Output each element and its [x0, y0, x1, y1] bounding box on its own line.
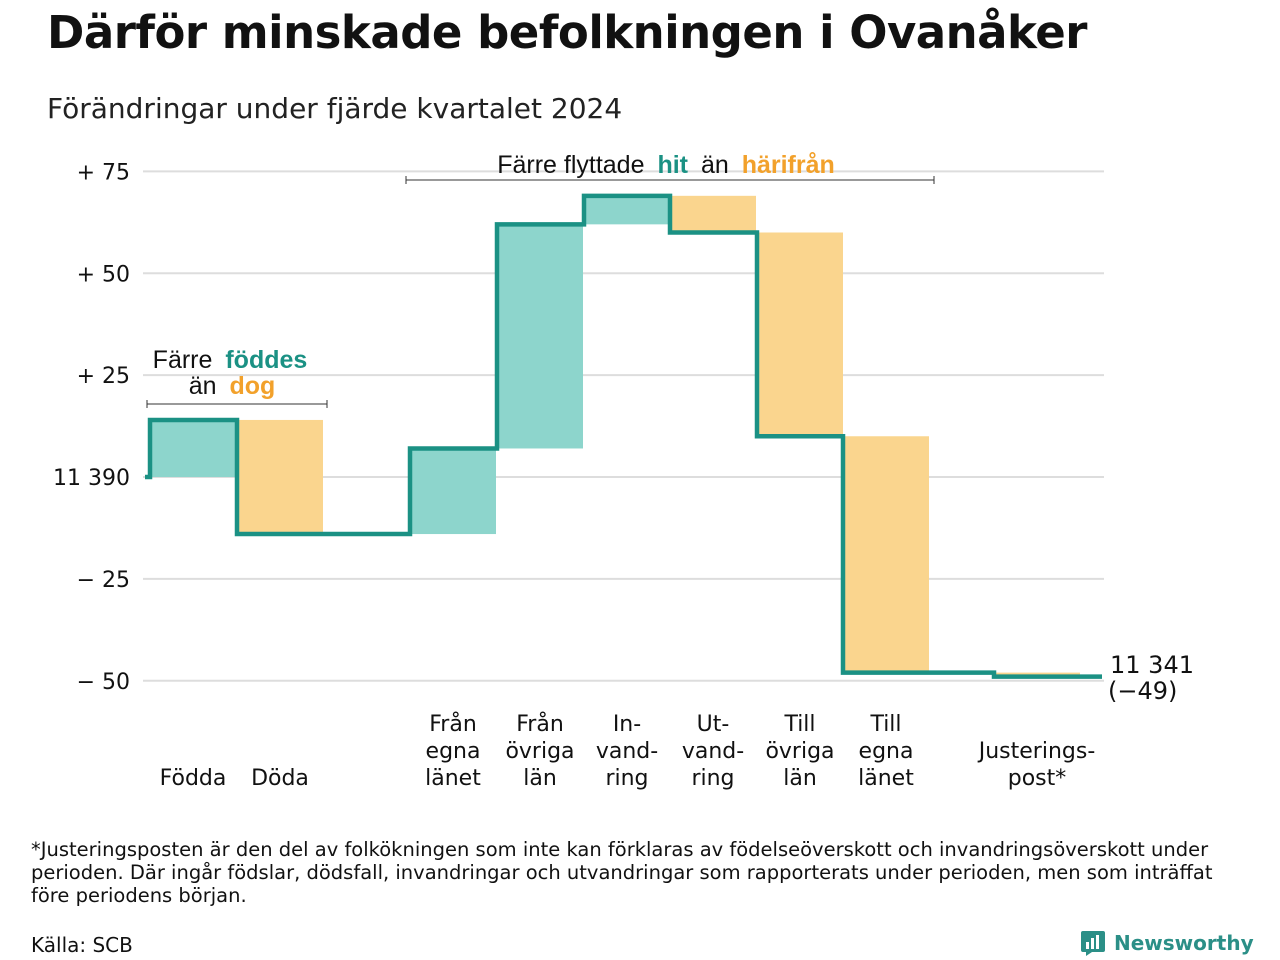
chart-title: Därför minskade befolkningen i Ovanåker — [47, 6, 1087, 59]
births-deaths-highlight: föddes — [225, 346, 307, 374]
waterfall-bar — [670, 195, 756, 233]
newsworthy-logo: Newsworthy — [1080, 928, 1254, 958]
waterfall-bar — [410, 448, 496, 535]
migration-highlight-harifran: härifrån — [742, 151, 835, 179]
grid-lines — [143, 170, 1104, 682]
category-label: Till egna länet — [858, 712, 914, 791]
waterfall-bar — [150, 419, 236, 477]
end-change-label: (−49) — [1108, 677, 1177, 705]
migration-annotation: Färre flyttade hit än härifrån — [497, 151, 835, 179]
waterfall-bar — [237, 419, 323, 535]
running-total-line — [145, 193, 1102, 679]
waterfall-bar — [757, 232, 843, 437]
end-value-label: 11 341 — [1110, 651, 1194, 679]
waterfall-bars — [150, 195, 1080, 677]
annotations: Färre föddes än dog Färre flyttade hit ä… — [146, 151, 1194, 705]
y-tick-label: + 75 — [77, 160, 130, 185]
births-deaths-annotation-line2: än dog — [189, 372, 276, 400]
y-tick-label: − 25 — [77, 568, 130, 593]
births-deaths-line2-highlight: dog — [229, 372, 275, 400]
chart-subtitle: Förändringar under fjärde kvartalet 2024 — [47, 92, 623, 125]
category-label: Ut-vand-ring — [682, 712, 744, 791]
births-deaths-prefix: Färre — [153, 346, 213, 374]
category-label: Justerings-post* — [977, 739, 1096, 791]
waterfall-bar — [843, 436, 929, 673]
migration-highlight-hit: hit — [657, 151, 688, 179]
category-label: Från övriga län — [505, 711, 574, 791]
category-label: Från egna länet — [425, 711, 481, 791]
y-tick-label: + 25 — [77, 364, 130, 389]
y-tick-label: − 50 — [77, 670, 130, 695]
waterfall-bar — [584, 195, 670, 225]
category-labels: Födda Döda Från egna länet Från övriga län In-va… — [160, 711, 1096, 791]
category-label: Födda — [160, 766, 227, 791]
y-tick-label: + 50 — [77, 262, 130, 287]
y-tick-label: 11 390 — [53, 466, 130, 491]
source-label: Källa: SCB — [31, 933, 133, 957]
brand-name: Newsworthy — [1114, 931, 1254, 955]
migration-prefix: Färre flyttade — [497, 151, 644, 179]
y-axis-tick-labels: + 75 + 50 + 25 11 390 − 25 − 50 — [53, 160, 130, 694]
waterfall-bar — [497, 224, 583, 449]
births-deaths-line2-prefix: än — [189, 372, 217, 400]
births-deaths-annotation-line1: Färre föddes — [153, 346, 308, 374]
category-label: In-vand-ring — [596, 712, 658, 791]
running-total-line — [145, 193, 1102, 679]
migration-middle: än — [701, 151, 729, 179]
newsworthy-logo-icon — [1081, 931, 1105, 956]
category-label: Till övriga län — [765, 712, 834, 791]
footnote: *Justeringsposten är den del av folkökni… — [31, 838, 1213, 907]
category-label: Döda — [251, 766, 309, 791]
